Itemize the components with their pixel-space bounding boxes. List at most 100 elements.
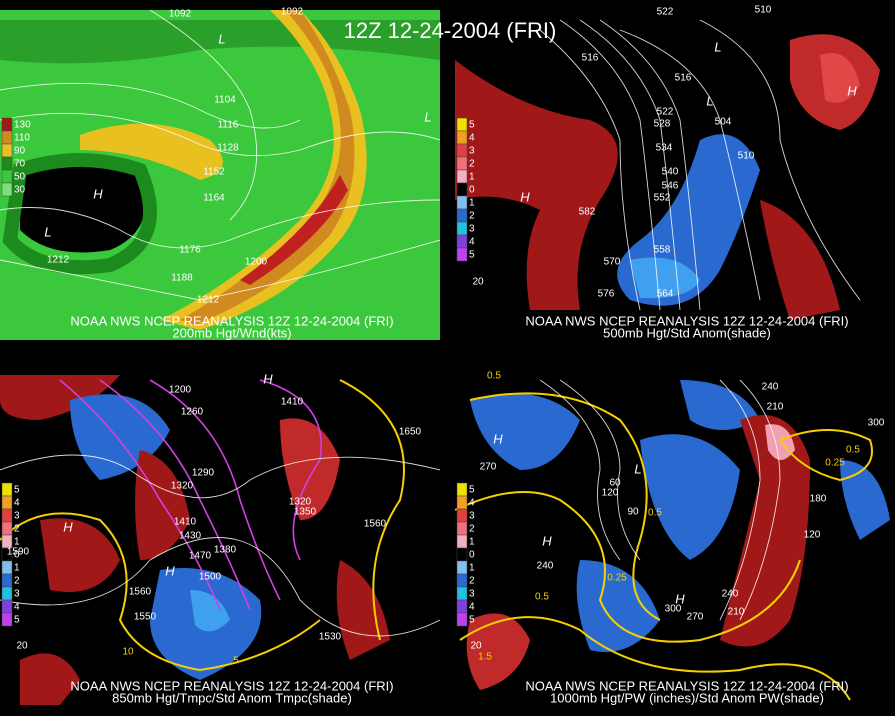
legend-swatch xyxy=(456,117,468,132)
legend-label: 0 xyxy=(469,185,475,196)
contour-label: 10 xyxy=(122,647,134,658)
legend-label: 1 xyxy=(14,537,20,548)
pressure-center: H xyxy=(847,83,857,98)
legend-label: 5 xyxy=(469,615,475,626)
contour-label: 1410 xyxy=(281,397,304,408)
pressure-center: H xyxy=(93,186,103,201)
legend-label: 5 xyxy=(14,615,20,626)
legend-label: 5 xyxy=(469,120,475,131)
legend-label: 3 xyxy=(469,224,475,235)
contour-label: 240 xyxy=(762,382,779,393)
contour-label: 300 xyxy=(868,418,885,429)
contour-label: 1410 xyxy=(174,517,197,528)
legend-swatch xyxy=(456,508,468,523)
contour-label: 20 xyxy=(470,641,482,652)
panel-subcaption: 200mb Hgt/Wnd(kts) xyxy=(172,325,291,340)
pressure-center: H xyxy=(165,563,175,578)
contour-label: 1430 xyxy=(179,531,202,542)
legend-label: 4 xyxy=(469,237,475,248)
legend-swatch xyxy=(1,521,13,536)
legend-label: 4 xyxy=(14,498,20,509)
contour-label: 1092 xyxy=(281,7,304,18)
legend-swatch xyxy=(456,560,468,575)
pressure-center: H xyxy=(542,533,552,548)
contour-label: 1260 xyxy=(181,407,204,418)
contour-label: 1590 xyxy=(7,547,30,558)
panel-200mb xyxy=(0,10,440,340)
contour-label: 1350 xyxy=(294,507,317,518)
legend-swatch xyxy=(456,195,468,210)
pressure-center: L xyxy=(706,93,713,108)
contour-label: 576 xyxy=(598,289,615,300)
pressure-center: H xyxy=(493,431,503,446)
main-title: 12Z 12-24-2004 (FRI) xyxy=(344,18,557,43)
legend-label: 4 xyxy=(469,133,475,144)
legend-label: 3 xyxy=(469,511,475,522)
legend-label: 0 xyxy=(14,550,20,561)
contour-label: 1550 xyxy=(134,612,157,623)
contour-label: 1200 xyxy=(169,385,192,396)
contour-label: 582 xyxy=(579,207,596,218)
legend-swatch xyxy=(1,169,13,184)
contour-label: 1164 xyxy=(203,193,225,204)
contour-label: 1500 xyxy=(199,572,222,583)
legend-label: 5 xyxy=(14,485,20,496)
legend-label: 3 xyxy=(14,511,20,522)
legend-label: 30 xyxy=(14,185,26,196)
legend-label: 0 xyxy=(469,550,475,561)
contour-label: 1212 xyxy=(47,255,70,266)
legend-swatch xyxy=(1,182,13,197)
contour-label: 522 xyxy=(657,7,674,18)
legend-swatch xyxy=(456,612,468,627)
legend-swatch xyxy=(1,117,13,132)
contour-label: 270 xyxy=(687,612,704,623)
contour-label: 210 xyxy=(767,402,784,413)
legend-swatch xyxy=(456,521,468,536)
legend-swatch xyxy=(1,560,13,575)
legend-label: 1 xyxy=(469,563,475,574)
contour-label: 90 xyxy=(627,507,639,518)
legend-swatch xyxy=(456,547,468,562)
contour-label: 528 xyxy=(654,119,671,130)
legend-label: 1 xyxy=(14,563,20,574)
contour-label: 0.5 xyxy=(648,508,662,519)
contour-label: 0.5 xyxy=(846,445,860,456)
contour-label: 1290 xyxy=(192,468,215,479)
panel-caption: NOAA NWS NCEP REANALYSIS 12Z 12-24-2004 … xyxy=(70,313,393,328)
legend-swatch xyxy=(1,573,13,588)
legend-swatch xyxy=(456,599,468,614)
legend-label: 2 xyxy=(14,524,20,535)
legend-label: 2 xyxy=(14,576,20,587)
pressure-center: L xyxy=(218,31,225,46)
legend-swatch xyxy=(456,586,468,601)
contour-label: 1560 xyxy=(364,519,387,530)
legend-swatch xyxy=(456,247,468,262)
legend-label: 130 xyxy=(14,120,31,131)
contour-label: 516 xyxy=(582,53,599,64)
panel-caption: NOAA NWS NCEP REANALYSIS 12Z 12-24-2004 … xyxy=(525,678,848,693)
legend-label: 2 xyxy=(469,576,475,587)
contour-label: 240 xyxy=(722,589,739,600)
legend-label: 4 xyxy=(469,602,475,613)
legend-label: 2 xyxy=(469,524,475,535)
panel-subcaption: 850mb Hgt/Tmpc/Std Anom Tmpc(shade) xyxy=(112,690,352,705)
legend-swatch xyxy=(456,156,468,171)
panel-subcaption: 1000mb Hgt/PW (inches)/Std Anom PW(shade… xyxy=(550,690,824,705)
contour-label: 120 xyxy=(804,530,821,541)
contour-label: 1188 xyxy=(171,273,193,284)
legend-label: 1 xyxy=(469,537,475,548)
pressure-center: H xyxy=(263,371,273,386)
panel-caption: NOAA NWS NCEP REANALYSIS 12Z 12-24-2004 … xyxy=(525,313,848,328)
legend-label: 2 xyxy=(469,159,475,170)
pressure-center: H xyxy=(63,519,73,534)
contour-label: 510 xyxy=(755,5,772,16)
contour-label: 510 xyxy=(738,151,755,162)
legend-label: 1 xyxy=(469,198,475,209)
contour-label: 558 xyxy=(654,245,671,256)
panel-850mb xyxy=(0,375,440,705)
contour-label: 0.25 xyxy=(825,458,845,469)
contour-label: 504 xyxy=(715,117,732,128)
contour-label: 1116 xyxy=(218,120,239,131)
pressure-center: H xyxy=(675,591,685,606)
